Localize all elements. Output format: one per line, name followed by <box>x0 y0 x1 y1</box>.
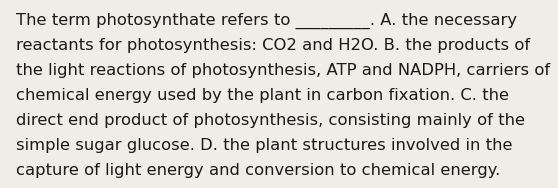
Text: The term photosynthate refers to _________. A. the necessary: The term photosynthate refers to _______… <box>16 13 517 29</box>
Text: reactants for photosynthesis: CO2 and H2O. B. the products of: reactants for photosynthesis: CO2 and H2… <box>16 38 530 53</box>
Text: capture of light energy and conversion to chemical energy.: capture of light energy and conversion t… <box>16 163 500 178</box>
Text: simple sugar glucose. D. the plant structures involved in the: simple sugar glucose. D. the plant struc… <box>16 138 512 153</box>
Text: the light reactions of photosynthesis, ATP and NADPH, carriers of: the light reactions of photosynthesis, A… <box>16 63 550 78</box>
Text: direct end product of photosynthesis, consisting mainly of the: direct end product of photosynthesis, co… <box>16 113 525 128</box>
Text: chemical energy used by the plant in carbon fixation. C. the: chemical energy used by the plant in car… <box>16 88 509 103</box>
